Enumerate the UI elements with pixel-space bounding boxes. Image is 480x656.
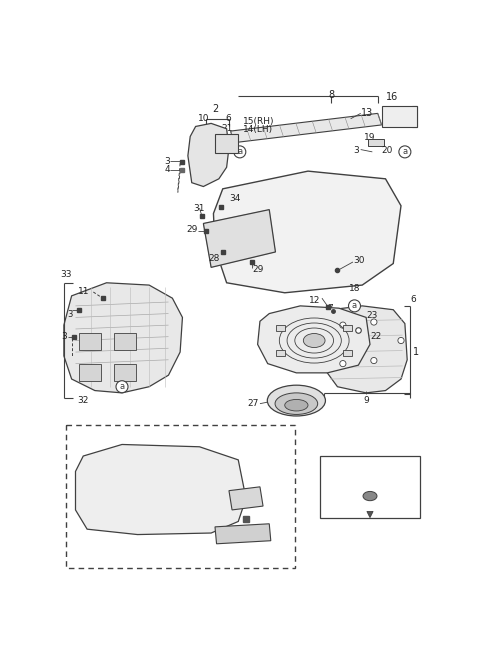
Text: 21: 21 (221, 123, 232, 133)
Text: 8: 8 (328, 89, 334, 100)
Polygon shape (64, 283, 182, 393)
Text: 33: 33 (61, 270, 72, 279)
Text: 29: 29 (252, 265, 264, 274)
FancyBboxPatch shape (66, 425, 295, 567)
Ellipse shape (363, 491, 377, 501)
Polygon shape (258, 306, 370, 373)
Text: a: a (237, 148, 242, 156)
FancyBboxPatch shape (276, 325, 285, 331)
Text: 5: 5 (350, 466, 358, 476)
Text: 19: 19 (364, 133, 375, 142)
Text: 4: 4 (165, 165, 170, 174)
Circle shape (340, 322, 346, 328)
Text: 13: 13 (360, 108, 373, 118)
Text: 34: 34 (229, 194, 240, 203)
Polygon shape (215, 523, 271, 544)
Text: 14(LH): 14(LH) (243, 125, 273, 134)
Text: a: a (352, 301, 357, 310)
FancyBboxPatch shape (114, 363, 136, 380)
Text: a: a (250, 478, 255, 487)
FancyBboxPatch shape (343, 325, 352, 331)
Text: 31: 31 (193, 204, 205, 213)
FancyBboxPatch shape (382, 106, 417, 127)
Polygon shape (367, 512, 373, 518)
FancyBboxPatch shape (320, 456, 420, 518)
Text: 7: 7 (327, 304, 333, 312)
Circle shape (371, 358, 377, 363)
Text: 2: 2 (212, 104, 218, 114)
Text: 3: 3 (61, 332, 67, 341)
Text: 1: 1 (413, 347, 419, 357)
Text: 9: 9 (363, 396, 369, 405)
FancyBboxPatch shape (276, 350, 285, 356)
Text: 10: 10 (198, 114, 209, 123)
FancyBboxPatch shape (79, 333, 101, 350)
Text: (W/SEAT UNDER SPEAKER): (W/SEAT UNDER SPEAKER) (74, 430, 193, 439)
FancyBboxPatch shape (343, 350, 352, 356)
Text: 32: 32 (78, 396, 89, 405)
Circle shape (371, 319, 377, 325)
Text: 22: 22 (370, 332, 381, 341)
Circle shape (340, 361, 346, 367)
Text: 6: 6 (226, 114, 231, 123)
Text: 16: 16 (385, 92, 398, 102)
Text: 15(RH): 15(RH) (243, 117, 275, 126)
Text: a: a (120, 382, 125, 391)
Circle shape (398, 337, 404, 344)
Polygon shape (324, 306, 407, 393)
Text: 23: 23 (366, 312, 377, 320)
Text: 12: 12 (309, 296, 321, 305)
Text: a: a (402, 148, 408, 156)
Text: 3: 3 (164, 157, 170, 165)
Polygon shape (75, 445, 246, 535)
Text: 25: 25 (264, 489, 276, 497)
Text: a: a (334, 467, 339, 476)
Text: 18: 18 (349, 284, 360, 293)
Polygon shape (230, 113, 382, 142)
Text: 21: 21 (145, 432, 157, 442)
Polygon shape (229, 487, 263, 510)
FancyBboxPatch shape (79, 363, 101, 380)
FancyBboxPatch shape (369, 139, 384, 146)
Text: 26: 26 (192, 531, 204, 540)
Text: 29: 29 (187, 225, 198, 234)
Text: 11: 11 (78, 287, 89, 296)
Text: 3: 3 (68, 310, 73, 319)
Ellipse shape (285, 400, 308, 411)
FancyBboxPatch shape (215, 134, 238, 154)
Text: 24: 24 (212, 509, 223, 518)
Ellipse shape (275, 393, 318, 415)
Text: 3: 3 (353, 146, 359, 155)
Polygon shape (204, 210, 276, 268)
Text: 30: 30 (353, 256, 364, 265)
FancyBboxPatch shape (114, 333, 136, 350)
Text: 20: 20 (382, 146, 393, 155)
Text: 27: 27 (247, 399, 258, 408)
Polygon shape (214, 171, 401, 293)
Polygon shape (188, 123, 229, 186)
Text: 28: 28 (209, 255, 220, 263)
Ellipse shape (267, 385, 325, 416)
Ellipse shape (303, 333, 325, 348)
Text: 6: 6 (410, 295, 416, 304)
